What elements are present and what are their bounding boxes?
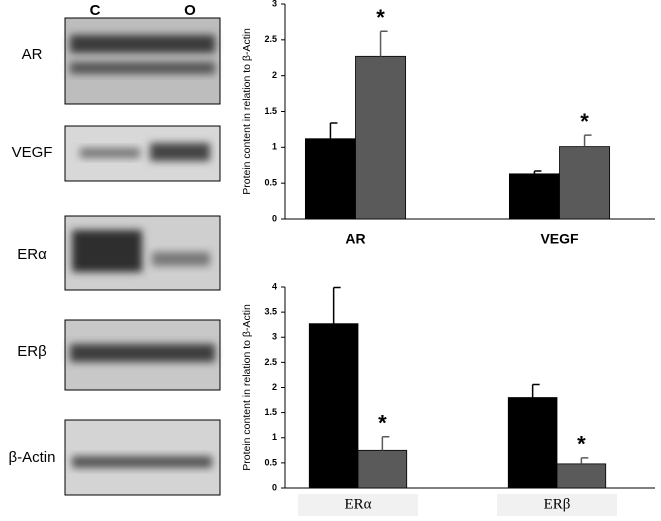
error-bar [329,122,338,139]
category-strip [497,494,617,516]
y-tick-label: 0 [272,213,277,223]
bar [304,138,356,220]
band [70,35,215,53]
y-tick-label: 3 [272,0,277,8]
blot-panel: C O AR VEGF ERα ERβ β-Actin [9,2,221,496]
y-tick-label: 1 [272,432,277,442]
error-bar [580,457,589,464]
y-tick-label: 0.5 [264,178,277,188]
bar [355,55,407,220]
x-tick-label: VEGF [540,231,579,247]
bar [508,173,560,220]
error-bar [381,435,390,451]
band [72,230,142,272]
y-tick-label: 1 [272,142,277,152]
significance-mark: * [378,411,387,436]
y-axis-title: Protein content in relation to β-Actin [241,28,253,195]
blot-label: AR [22,46,43,63]
y-tick-label: 2 [272,382,277,392]
lane-label: C [90,2,101,19]
y-tick-label: 2 [272,70,277,80]
y-tick-label: 4 [272,281,277,291]
error-bar [379,30,388,57]
category-strip [298,494,418,516]
band [72,456,212,468]
y-axis-title: Protein content in relation to β-Actin [241,304,253,471]
x-tick-label: ERα [344,496,371,512]
x-tick-label: ERβ [544,496,571,512]
lane-label: O [184,2,196,19]
bar [507,397,558,489]
error-bar [533,170,542,174]
blot-label: β-Actin [9,449,56,466]
bar [357,449,408,489]
significance-mark: * [580,109,589,134]
y-tick-label: 1.5 [264,407,277,417]
band [70,344,215,362]
blot-label: VEGF [12,144,53,161]
y-tick-label: 2.5 [264,357,277,367]
blot-image [64,17,221,105]
y-tick-label: 2.5 [264,34,277,44]
band [80,148,140,158]
band [150,143,210,161]
blot-label: ERβ [17,343,47,360]
error-bar [332,286,341,324]
bar [308,323,359,489]
error-bar [583,134,592,147]
bar [556,463,607,489]
band [70,62,215,74]
band [152,252,210,266]
x-tick-label: AR [345,231,365,247]
significance-mark: * [376,5,385,30]
y-tick-label: 0 [272,482,277,492]
y-tick-label: 1.5 [264,106,277,116]
significance-mark: * [577,432,586,457]
error-bar [531,383,540,398]
bar [559,146,611,220]
blot-label: ERα [17,246,47,263]
y-tick-label: 3.5 [264,307,277,317]
y-tick-label: 0.5 [264,457,277,467]
y-tick-label: 3 [272,332,277,342]
